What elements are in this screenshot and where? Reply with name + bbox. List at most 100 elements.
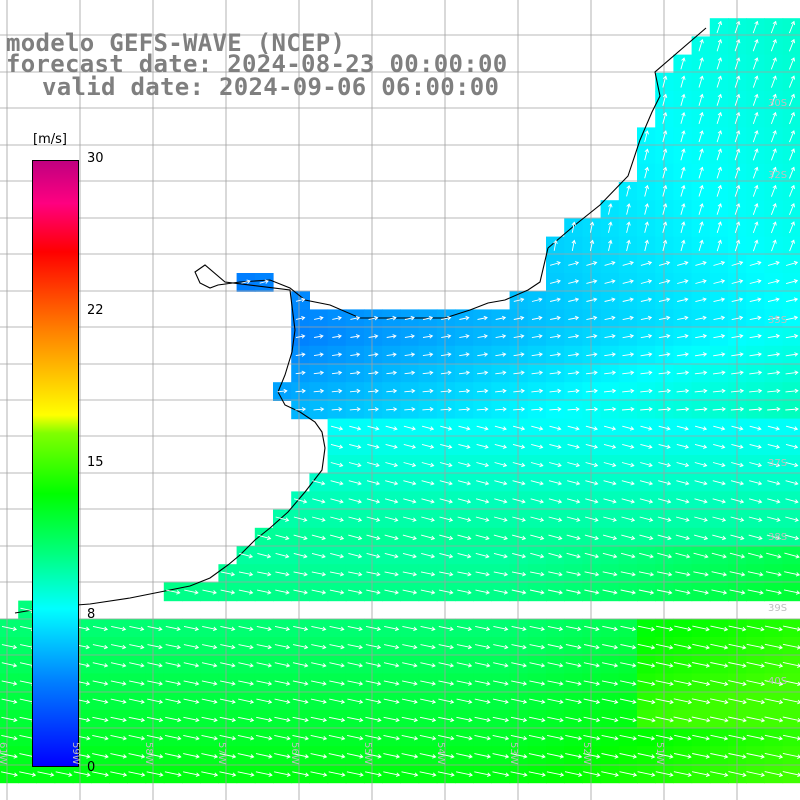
wind-arrow [637,643,656,650]
wind-arrow [347,698,364,704]
wind-arrow [657,571,673,577]
wind-arrow [183,644,200,650]
wind-arrow [383,698,400,704]
wind-arrow [692,662,711,668]
wind-arrow [329,589,345,595]
wind-arrow [1,644,18,650]
wind-arrow [585,370,598,375]
wind-arrow [691,716,711,723]
wind-arrow [329,698,346,704]
wind-arrow [111,625,127,632]
wind-speed-cells [0,18,800,784]
lon-label: 53W [508,742,519,765]
wind-arrow [734,221,741,234]
wind-arrow [749,279,762,284]
wind-arrow [531,388,544,394]
wind-arrow [695,260,707,266]
wind-arrow [749,388,763,394]
wind-arrow [365,662,382,668]
wind-arrow [675,552,691,559]
wind-arrow [621,407,635,412]
wind-arrow [698,203,704,215]
wind-arrow [547,698,564,705]
wind-arrow [530,462,544,468]
wind-arrow [752,39,759,52]
wind-arrow [547,716,564,723]
wind-arrow [348,552,363,559]
wind-arrow [530,498,544,504]
wind-arrow [147,625,163,632]
wind-arrow [677,279,689,284]
wind-arrow [403,498,417,504]
colorbar-tick-22: 22 [87,303,104,318]
wind-arrow [694,370,708,375]
wind-arrow [770,20,777,34]
wind-arrow [365,680,382,686]
wind-arrow [531,334,543,339]
wind-arrow [311,625,327,632]
wind-arrow [420,534,436,541]
wind-arrow [256,716,273,723]
wind-arrow [330,480,344,486]
wind-arrow [770,184,777,197]
wind-arrow [549,334,562,339]
wind-arrow [712,498,726,504]
wind-arrow [680,166,686,179]
wind-arrow [710,698,729,705]
wind-arrow [662,130,668,143]
wind-arrow [716,38,723,52]
wind-arrow [347,680,364,686]
wind-arrow [348,534,363,541]
wind-arrow [329,534,345,541]
wind-arrow [530,480,544,486]
wind-arrow [311,534,326,541]
wind-arrow [621,462,635,468]
wind-arrow [788,57,796,70]
wind-arrow [644,130,650,143]
wind-arrow [662,93,668,106]
wind-arrow [220,680,236,686]
wind-arrow [350,352,361,357]
wind-arrow [640,297,653,302]
wind-arrow [662,184,668,197]
wind-arrow [694,462,708,468]
wind-arrow [622,370,635,375]
wind-arrow [731,297,744,303]
wind-arrow [638,571,655,577]
wind-arrow [746,716,766,723]
wind-arrow [513,297,525,303]
wind-arrow [548,516,563,522]
wind-arrow [311,571,327,577]
wind-arrow [458,370,471,376]
wind-arrow [584,571,600,577]
wind-arrow [568,261,580,266]
wind-arrow [583,680,601,686]
wind-arrow [311,662,327,668]
colorbar-tick-15: 15 [87,455,104,470]
colorbar [32,160,79,767]
wind-arrow [331,388,343,394]
wind-arrow [680,221,686,234]
wind-arrow [604,315,616,321]
wind-arrow [456,734,473,741]
wind-arrow [680,75,686,88]
wind-arrow [492,734,510,741]
wind-arrow [658,297,671,302]
wind-arrow [350,315,361,321]
wind-arrow [401,716,419,723]
wind-arrow [457,480,472,486]
wind-arrow [384,644,400,650]
wind-arrow [567,443,580,449]
wind-arrow [734,111,741,125]
colorbar-tick-0: 0 [87,760,96,775]
wind-arrow [567,370,580,375]
wind-arrow [349,443,362,449]
wind-arrow [404,388,416,394]
wind-arrow [658,333,671,339]
wind-arrow [692,734,710,741]
wind-arrow [441,334,452,339]
wind-arrow [637,716,656,723]
wind-arrow [601,680,619,686]
wind-arrow [585,425,598,431]
wind-arrow [748,534,763,541]
